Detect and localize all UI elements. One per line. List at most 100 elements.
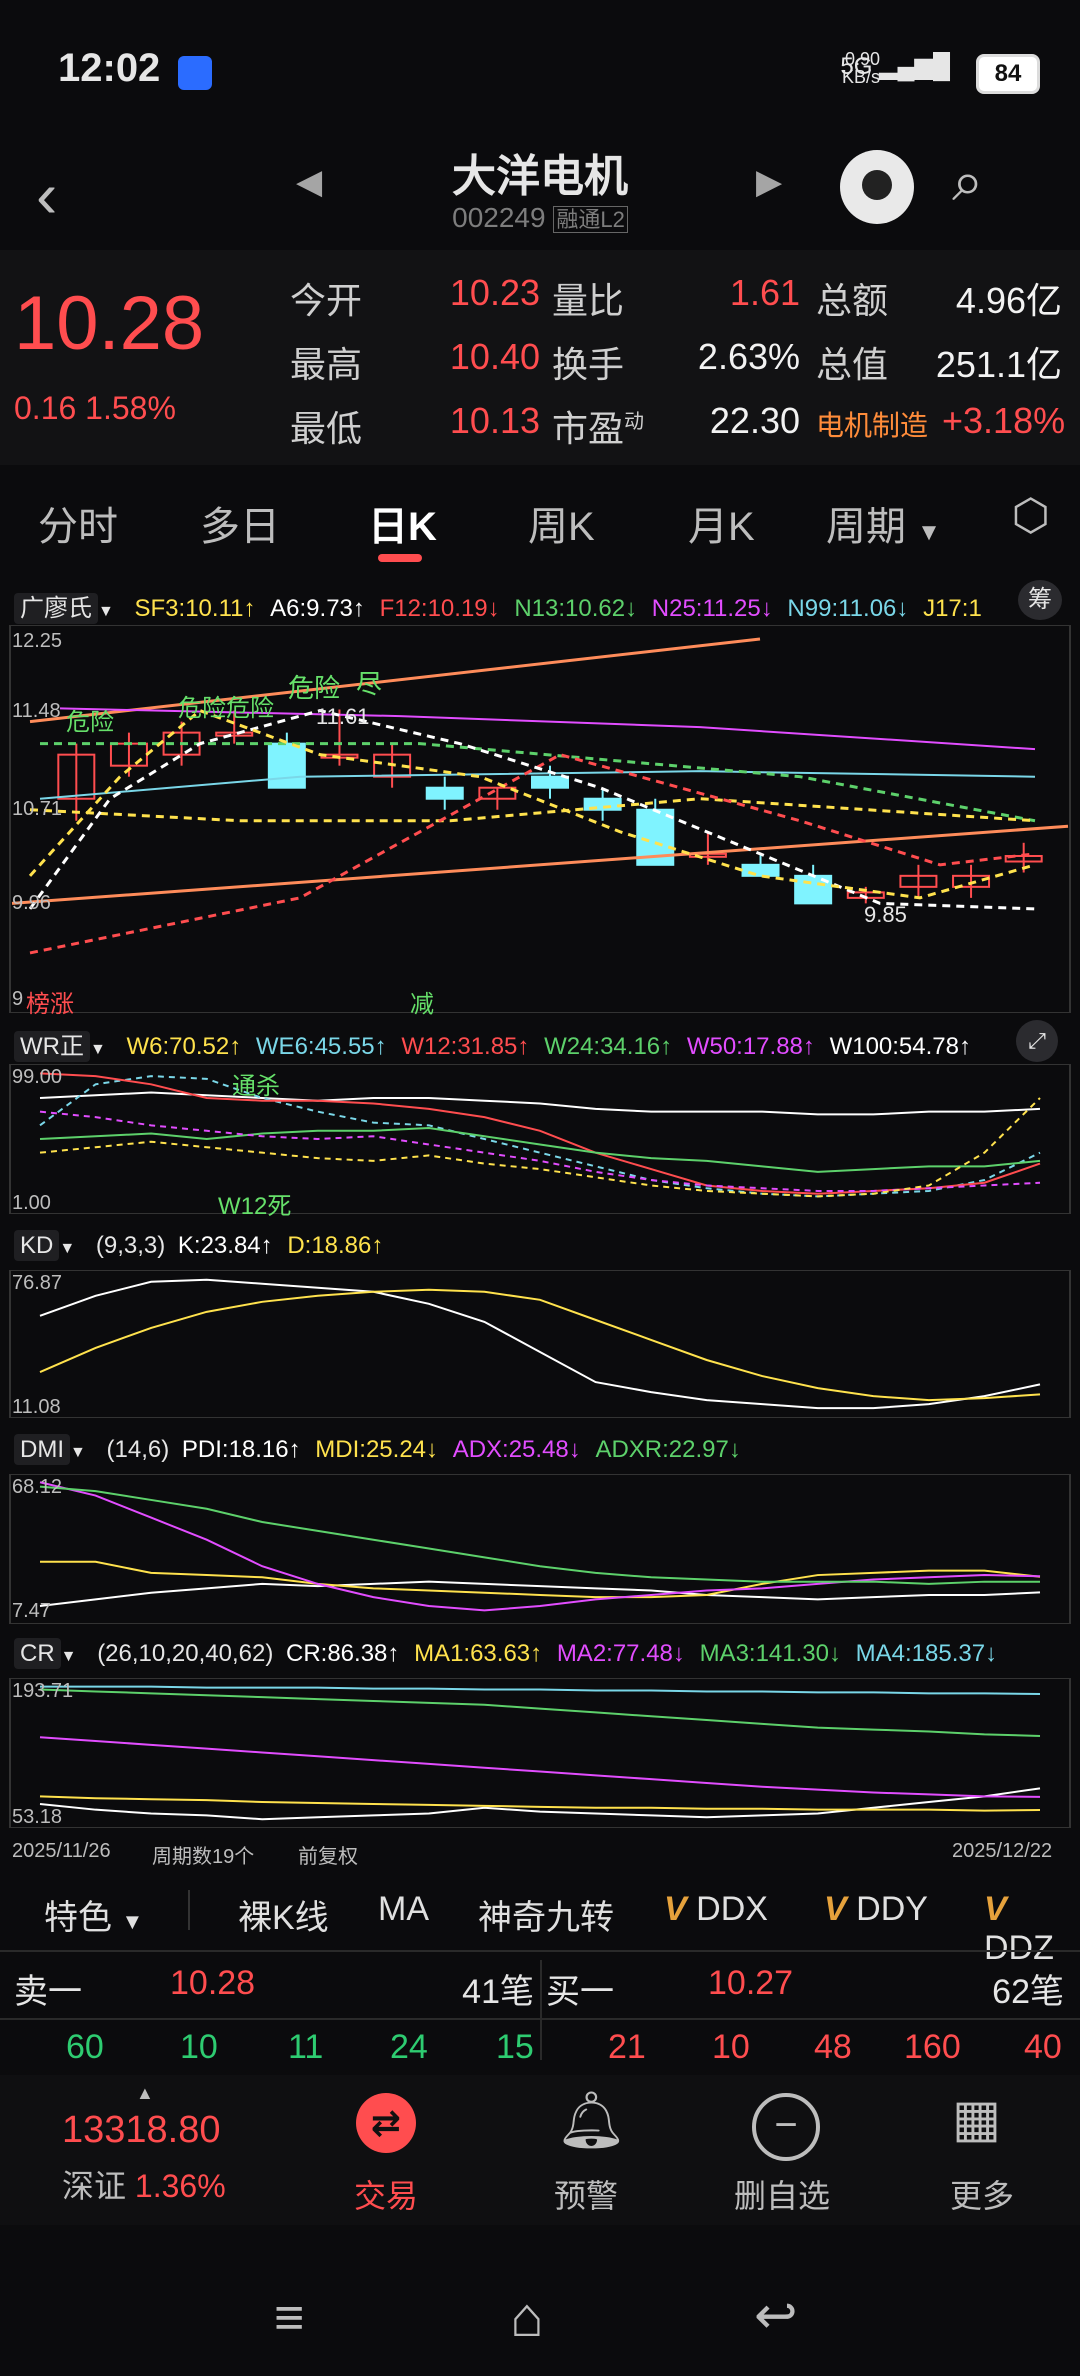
sell-queue-item: 10 [180,2028,218,2066]
feature-ma[interactable]: MA [378,1890,429,1928]
y-tick: 76.87 [12,1272,63,1294]
nav-alert[interactable]: 预警 [553,2178,618,2214]
app-notification-icon [178,56,212,90]
feature-naked-k[interactable]: 裸K线 [238,1899,329,1937]
back-icon[interactable]: ‹ [36,159,58,231]
y-tick: 193.71 [12,1680,74,1702]
nav-trade[interactable]: 交易 [353,2178,418,2214]
index-change[interactable]: 深证 1.36% [62,2168,226,2204]
series-line [39,1110,1041,1192]
label-open: 今开 [290,280,363,321]
next-stock-icon[interactable]: ▶ [756,163,783,201]
annotation: 危险 [288,673,341,703]
end-date: 2025/12/22 [952,1840,1053,1862]
series-line [39,1288,1041,1402]
candle-body [899,874,938,888]
annotation: 榜涨 [26,991,74,1018]
expand-icon[interactable]: ⤢ [1016,1020,1058,1062]
feature-toolbar: 特色 ▼ 裸K线 MA 神奇九转 V DDX V DDY V DDZ [0,1872,1080,1967]
annotation: W12死 [218,1193,292,1220]
nav-remove-watchlist[interactable]: 删自选 [733,2178,830,2214]
sell1-count: 41笔 [462,1973,534,2011]
y-tick: 7.47 [12,1600,51,1622]
ma-line [29,797,1036,823]
candle-body [57,753,96,800]
main-indicator-select[interactable]: 广廖氏 [14,593,98,624]
cr-select[interactable]: CR [14,1638,61,1669]
assistant-robot-icon[interactable] [840,150,914,224]
series-line [39,1485,1041,1585]
sector-name[interactable]: 电机制造 [816,410,929,441]
ma-line [59,707,1036,751]
feature-magic-nine[interactable]: 神奇九转 [478,1899,614,1937]
kd-legend: KD ▼ (9,3,3) K:23.84↑ D:18.86↑ [14,1230,383,1261]
home-icon[interactable]: ⌂ [510,2285,544,2348]
period-tabs: 分时 多日 日K 周K 月K 周期 ▼ ⬡ [0,470,1080,570]
trade-icon[interactable]: ⇄ [356,2093,416,2153]
adjust-mode[interactable]: 前复权 [298,1846,358,1868]
tab-monthly-k[interactable]: 月K [688,505,755,549]
nav-more[interactable]: 更多 [949,2178,1014,2214]
chart-frame [9,1064,1071,1214]
bell-icon[interactable]: 🔔︎ [556,2088,628,2151]
wr-select[interactable]: WR正 [14,1031,90,1062]
active-tab-indicator [378,554,422,562]
series-line [39,1787,1041,1821]
price-change: 0.16 1.58% [14,390,176,426]
ma-line [39,770,1036,800]
cr-chart [9,1678,1071,1828]
ma-line [28,708,1036,900]
tab-intraday[interactable]: 分时 [38,505,118,549]
value-open: 10.23 [449,272,540,313]
candle-body [952,874,991,888]
remove-watchlist-icon[interactable]: − [752,2093,820,2161]
buy1-count: 62笔 [992,1973,1064,2011]
ma-line [28,709,1036,911]
series-line [40,1685,1041,1695]
battery-icon: 84 [976,54,1040,94]
dmi-chart [9,1474,1071,1624]
prev-stock-icon[interactable]: ◀ [296,163,323,201]
annotation: 尽 [356,669,383,699]
stock-code: 002249 融通L2 [0,202,1080,234]
series-line [39,1795,1041,1812]
settings-hex-icon[interactable]: ⬡ [1011,491,1050,540]
sell1-label: 卖一 [14,1973,82,2011]
period-count: 周期数19个 [152,1846,255,1868]
start-date: 2025/11/26 [12,1840,111,1862]
feature-ddx[interactable]: V DDX [664,1890,768,1928]
more-grid-icon[interactable]: ▦ [952,2090,1002,2148]
search-icon[interactable]: ⌕ [952,149,984,212]
dmi-select[interactable]: DMI [14,1434,70,1465]
ma-line [29,753,1036,955]
sell1-price: 10.28 [170,1964,256,2002]
back-nav-icon[interactable]: ↩ [754,2287,798,2345]
sell-queue-item: 11 [288,2028,324,2066]
y-tick: 10.71 [12,798,63,820]
trend-line-upper [29,637,761,724]
tab-daily-k[interactable]: 日K [368,505,437,549]
low-marker: 9.85 [864,902,907,927]
series-line [39,1688,1041,1737]
tab-period[interactable]: 周期 ▼ [826,505,941,549]
chip-distribution-button[interactable]: 筹 [1018,580,1062,620]
menu-icon[interactable]: ≡ [274,2289,305,2347]
buy1-price: 10.27 [708,1964,794,2002]
chart-frame [9,1474,1071,1624]
candle-body [531,775,569,789]
kd-select[interactable]: KD [14,1230,60,1261]
cr-legend: CR ▼ (26,10,20,40,62) CR:86.38↑ MA1:63.63… [14,1638,997,1669]
last-price: 10.28 [14,281,205,366]
annotation: 通杀 [232,1073,280,1100]
tab-weekly-k[interactable]: 周K [528,505,595,549]
main-indicator-legend: 广廖氏 ▼ SF3:10.11↑ A6:9.73↑ F12:10.19↓ N13:… [14,588,982,624]
feature-menu[interactable]: 特色 ▼ [44,1899,144,1937]
value-amount: 4.96亿 [955,280,1062,321]
index-value[interactable]: 13318.80 [62,2109,221,2151]
feature-ddz[interactable]: V DDZ [984,1890,1054,1967]
net-speed: 0.90 KB/s [841,49,880,87]
series-line [40,1560,1041,1599]
tab-multi-day[interactable]: 多日 [200,505,280,549]
feature-ddy[interactable]: V DDY [824,1890,928,1928]
label-turnover: 换手 [552,344,625,385]
